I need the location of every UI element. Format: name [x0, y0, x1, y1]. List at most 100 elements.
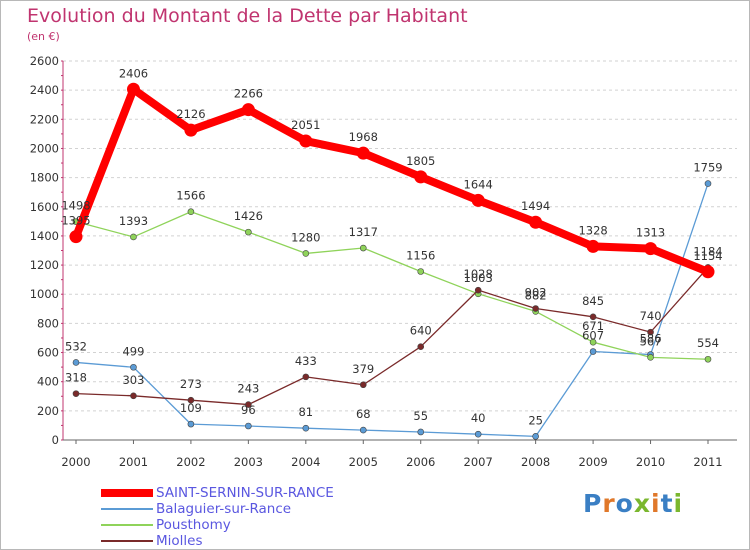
data-point: [130, 233, 137, 241]
data-label: 567: [640, 334, 662, 348]
data-point: [529, 215, 543, 229]
data-label: 640: [410, 324, 432, 338]
data-label: 882: [525, 288, 547, 302]
data-label: 1426: [234, 209, 263, 223]
data-label: 1328: [578, 223, 607, 237]
data-label: 1968: [349, 130, 378, 144]
data-point: [586, 239, 600, 253]
x-tick-label: 2002: [176, 455, 205, 469]
data-label: 55: [413, 409, 428, 423]
x-tick-label: 2007: [464, 455, 493, 469]
data-point: [69, 230, 83, 244]
data-point: [417, 428, 425, 436]
chart-title: Evolution du Montant de la Dette par Hab…: [27, 5, 468, 27]
legend-swatch: [101, 524, 153, 526]
y-tick-label: 2000: [30, 141, 59, 155]
data-label: 671: [582, 319, 604, 333]
series-line-3: [75, 266, 709, 406]
logo-letter: o: [615, 489, 634, 518]
data-label: 740: [640, 309, 662, 323]
data-label: 96: [241, 403, 256, 417]
data-label: 2406: [119, 66, 148, 80]
data-label: 81: [298, 405, 313, 419]
data-point: [644, 242, 658, 256]
y-tick-label: 2400: [30, 83, 59, 97]
data-point: [359, 426, 367, 434]
data-label: 1395: [61, 214, 90, 228]
data-point: [474, 286, 482, 294]
data-label: 902: [525, 286, 547, 300]
data-label: 1154: [693, 249, 722, 263]
data-label: 273: [180, 377, 202, 391]
data-label: 607: [582, 329, 604, 343]
logo-letter: i: [673, 489, 684, 518]
data-point: [72, 359, 80, 366]
data-point: [474, 430, 482, 438]
data-point: [302, 250, 310, 257]
data-label: 433: [295, 354, 317, 368]
data-label: 1759: [693, 161, 722, 175]
x-tick-label: 2011: [693, 455, 722, 469]
logo-letter: x: [633, 489, 651, 518]
data-point: [417, 343, 425, 351]
y-tick-label: 2600: [30, 54, 59, 68]
y-tick-label: 2200: [30, 112, 59, 126]
data-label: 554: [697, 336, 719, 350]
data-label: 1393: [119, 214, 148, 228]
x-tick-label: 2005: [349, 455, 378, 469]
data-point: [130, 363, 137, 371]
data-label: 845: [582, 294, 604, 308]
data-point: [130, 392, 137, 400]
data-label: 1644: [464, 177, 493, 191]
y-tick-label: 800: [37, 316, 59, 330]
data-label: 499: [122, 344, 144, 358]
y-tick-label: 600: [37, 346, 59, 360]
data-point: [126, 82, 140, 96]
x-tick-label: 2008: [521, 455, 550, 469]
data-label: 1498: [61, 199, 90, 213]
data-label: 1184: [693, 244, 722, 258]
series-line-1: [75, 182, 709, 438]
data-point: [241, 103, 255, 117]
data-label: 1317: [349, 225, 378, 239]
data-label: 1280: [291, 230, 320, 244]
data-label: 318: [65, 371, 87, 385]
data-point: [299, 134, 313, 148]
data-label: 1805: [406, 154, 435, 168]
data-point: [647, 328, 654, 336]
logo-letter: t: [660, 489, 674, 518]
data-label: 1156: [406, 248, 435, 262]
data-point: [701, 265, 715, 279]
x-tick-label: 2004: [291, 455, 320, 469]
data-point: [72, 390, 80, 397]
data-point: [589, 348, 597, 355]
data-label: 1028: [464, 267, 493, 281]
logo-letter: r: [602, 489, 616, 518]
legend-label: Pousthomy: [156, 517, 231, 533]
data-label: 1566: [176, 189, 205, 203]
legend-swatch: [101, 508, 153, 510]
x-tick-label: 2000: [61, 455, 90, 469]
data-label: 2126: [176, 107, 205, 121]
data-label: 2051: [291, 118, 320, 132]
data-label: 303: [122, 373, 144, 387]
x-tick-label: 2009: [578, 455, 607, 469]
data-point: [704, 180, 712, 187]
data-point: [417, 268, 425, 275]
data-label: 532: [65, 339, 87, 353]
data-point: [187, 208, 195, 216]
data-point: [302, 373, 310, 381]
x-tick-label: 2006: [406, 455, 435, 469]
data-label: 379: [352, 362, 374, 376]
x-tick-label: 2001: [119, 455, 148, 469]
data-label: 68: [356, 407, 371, 421]
data-label: 1003: [464, 271, 493, 285]
data-point: [532, 433, 539, 440]
chart-subtitle: (en €): [27, 30, 60, 43]
series-line-0: [72, 85, 712, 276]
data-point: [532, 305, 539, 312]
proxiti-logo: Proxiti: [583, 489, 683, 518]
data-label: 25: [528, 413, 543, 427]
